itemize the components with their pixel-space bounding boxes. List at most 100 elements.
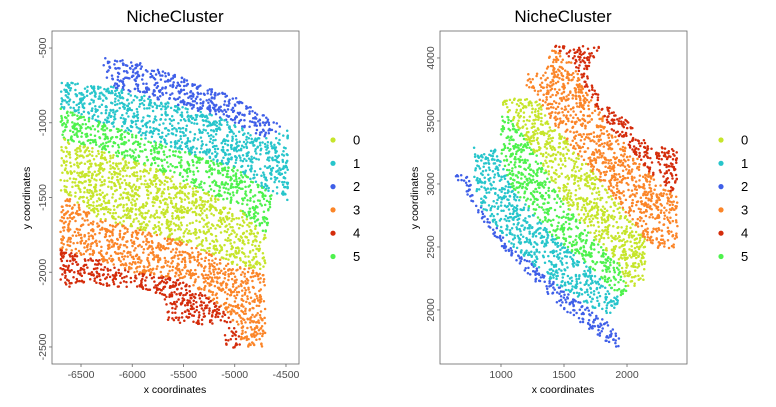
point-cluster-5 — [179, 164, 182, 167]
point-cluster-3 — [138, 265, 141, 268]
point-cluster-5 — [227, 176, 230, 179]
point-cluster-4 — [167, 318, 170, 321]
point-cluster-1 — [214, 150, 217, 153]
point-cluster-0 — [231, 226, 234, 229]
point-cluster-1 — [220, 124, 223, 127]
point-cluster-2 — [465, 182, 468, 185]
point-cluster-5 — [66, 110, 69, 113]
point-cluster-1 — [526, 238, 529, 241]
point-cluster-0 — [191, 200, 194, 203]
point-cluster-5 — [222, 174, 225, 177]
point-cluster-2 — [177, 98, 180, 101]
point-cluster-5 — [189, 170, 192, 173]
point-cluster-3 — [80, 237, 83, 240]
point-cluster-5 — [154, 156, 157, 159]
point-cluster-4 — [86, 266, 89, 269]
point-cluster-1 — [66, 101, 69, 104]
point-cluster-0 — [115, 172, 118, 175]
point-cluster-0 — [81, 171, 84, 174]
point-cluster-2 — [251, 110, 254, 113]
point-cluster-2 — [591, 326, 594, 329]
point-cluster-0 — [111, 215, 114, 218]
point-cluster-1 — [275, 137, 278, 140]
point-cluster-2 — [571, 301, 574, 304]
point-cluster-3 — [108, 240, 111, 243]
point-cluster-2 — [215, 113, 218, 116]
point-cluster-1 — [282, 183, 285, 186]
point-cluster-3 — [158, 247, 161, 250]
legend-key-5 — [330, 254, 335, 259]
point-cluster-5 — [232, 194, 235, 197]
point-cluster-3 — [81, 239, 84, 242]
point-cluster-2 — [483, 220, 486, 223]
point-cluster-5 — [172, 150, 175, 153]
point-cluster-0 — [118, 183, 121, 186]
point-cluster-3 — [224, 291, 227, 294]
point-cluster-1 — [247, 151, 250, 154]
point-cluster-3 — [250, 333, 253, 336]
point-cluster-2 — [126, 71, 128, 74]
point-cluster-1 — [154, 115, 157, 118]
point-cluster-3 — [153, 258, 156, 261]
point-cluster-1 — [179, 145, 182, 148]
point-cluster-1 — [167, 129, 170, 132]
point-cluster-2 — [145, 69, 148, 72]
point-cluster-5 — [249, 199, 252, 202]
point-cluster-3 — [105, 228, 108, 231]
point-cluster-2 — [573, 314, 576, 317]
point-cluster-1 — [262, 171, 265, 174]
point-cluster-3 — [212, 269, 215, 272]
point-cluster-5 — [236, 180, 239, 183]
point-cluster-3 — [243, 337, 246, 340]
point-cluster-5 — [73, 113, 76, 116]
point-cluster-3 — [218, 268, 221, 271]
point-cluster-3 — [253, 344, 256, 347]
point-cluster-1 — [201, 131, 204, 134]
point-cluster-5 — [156, 152, 159, 155]
point-cluster-3 — [244, 312, 247, 315]
point-cluster-3 — [200, 264, 203, 267]
point-cluster-3 — [197, 254, 200, 257]
point-cluster-0 — [74, 195, 77, 198]
point-cluster-1 — [157, 133, 160, 136]
point-cluster-1 — [117, 99, 120, 102]
point-cluster-3 — [219, 258, 222, 261]
point-cluster-2 — [199, 102, 202, 105]
point-cluster-1 — [284, 186, 287, 189]
point-cluster-0 — [237, 247, 240, 250]
point-cluster-5 — [84, 133, 87, 136]
point-cluster-3 — [259, 277, 262, 280]
point-cluster-0 — [66, 150, 69, 153]
point-cluster-2 — [511, 252, 514, 255]
point-cluster-0 — [69, 156, 72, 159]
point-cluster-3 — [244, 331, 247, 334]
point-cluster-3 — [237, 323, 240, 326]
point-cluster-0 — [80, 161, 83, 164]
point-cluster-3 — [122, 236, 125, 239]
point-cluster-0 — [167, 186, 170, 189]
point-cluster-5 — [92, 141, 95, 144]
point-cluster-1 — [114, 98, 117, 101]
point-cluster-4 — [235, 330, 238, 333]
point-cluster-4 — [230, 338, 233, 341]
point-cluster-1 — [175, 105, 178, 108]
point-cluster-3 — [85, 240, 88, 243]
point-cluster-0 — [161, 191, 164, 194]
point-cluster-1 — [161, 114, 164, 117]
point-cluster-2 — [575, 312, 578, 315]
point-cluster-3 — [87, 223, 90, 226]
point-cluster-3 — [110, 259, 113, 262]
point-cluster-3 — [99, 252, 102, 255]
point-cluster-0 — [170, 228, 173, 231]
point-cluster-4 — [124, 269, 127, 272]
point-cluster-2 — [495, 236, 498, 239]
point-cluster-0 — [63, 161, 66, 164]
point-cluster-5 — [100, 143, 103, 146]
point-cluster-0 — [63, 180, 66, 183]
point-cluster-3 — [62, 243, 64, 246]
point-cluster-4 — [164, 298, 167, 301]
point-cluster-1 — [241, 129, 244, 132]
point-cluster-1 — [587, 269, 590, 272]
point-cluster-3 — [148, 241, 151, 244]
point-cluster-4 — [67, 266, 70, 269]
